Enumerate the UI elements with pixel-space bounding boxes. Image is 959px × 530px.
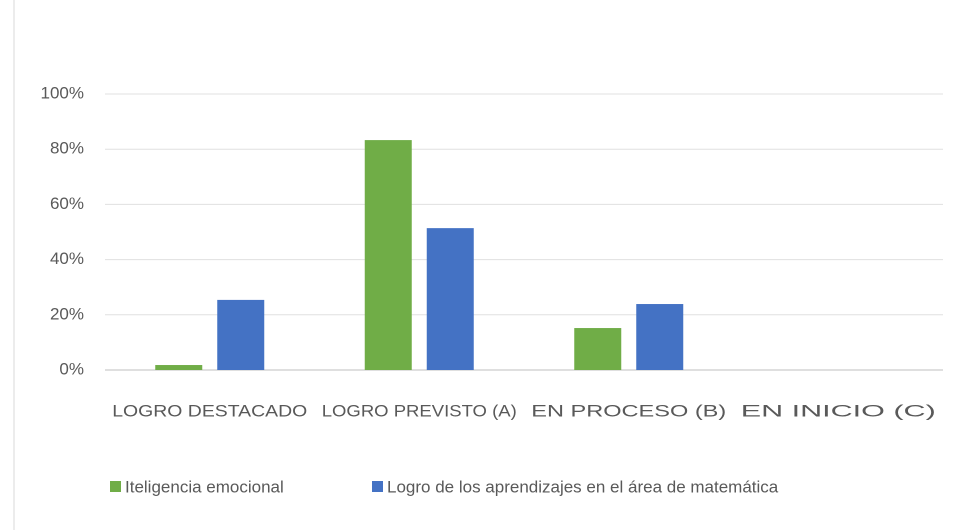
y-tick-label: 80% [50, 139, 84, 158]
legend-label: Iteligencia emocional [125, 477, 284, 496]
x-tick-label: LOGRO DESTACADO [112, 401, 307, 420]
bar [155, 365, 203, 370]
x-tick-label: EN INICIO (C) [741, 401, 936, 420]
legend-swatch [110, 481, 121, 492]
bar [217, 299, 265, 370]
bar [636, 304, 684, 370]
x-tick-label: LOGRO PREVISTO (A) [322, 401, 517, 420]
y-tick-label: 0% [59, 359, 84, 378]
y-tick-label: 60% [50, 194, 84, 213]
x-tick-label: EN PROCESO (B) [531, 401, 726, 420]
y-tick-label: 40% [50, 249, 84, 268]
bar [574, 328, 622, 370]
y-tick-label: 20% [50, 304, 84, 323]
bar [364, 140, 412, 370]
legend-swatch [372, 481, 383, 492]
legend-label: Logro de los aprendizajes en el área de … [387, 477, 779, 496]
bar [426, 228, 474, 370]
y-tick-label: 100% [41, 83, 84, 102]
